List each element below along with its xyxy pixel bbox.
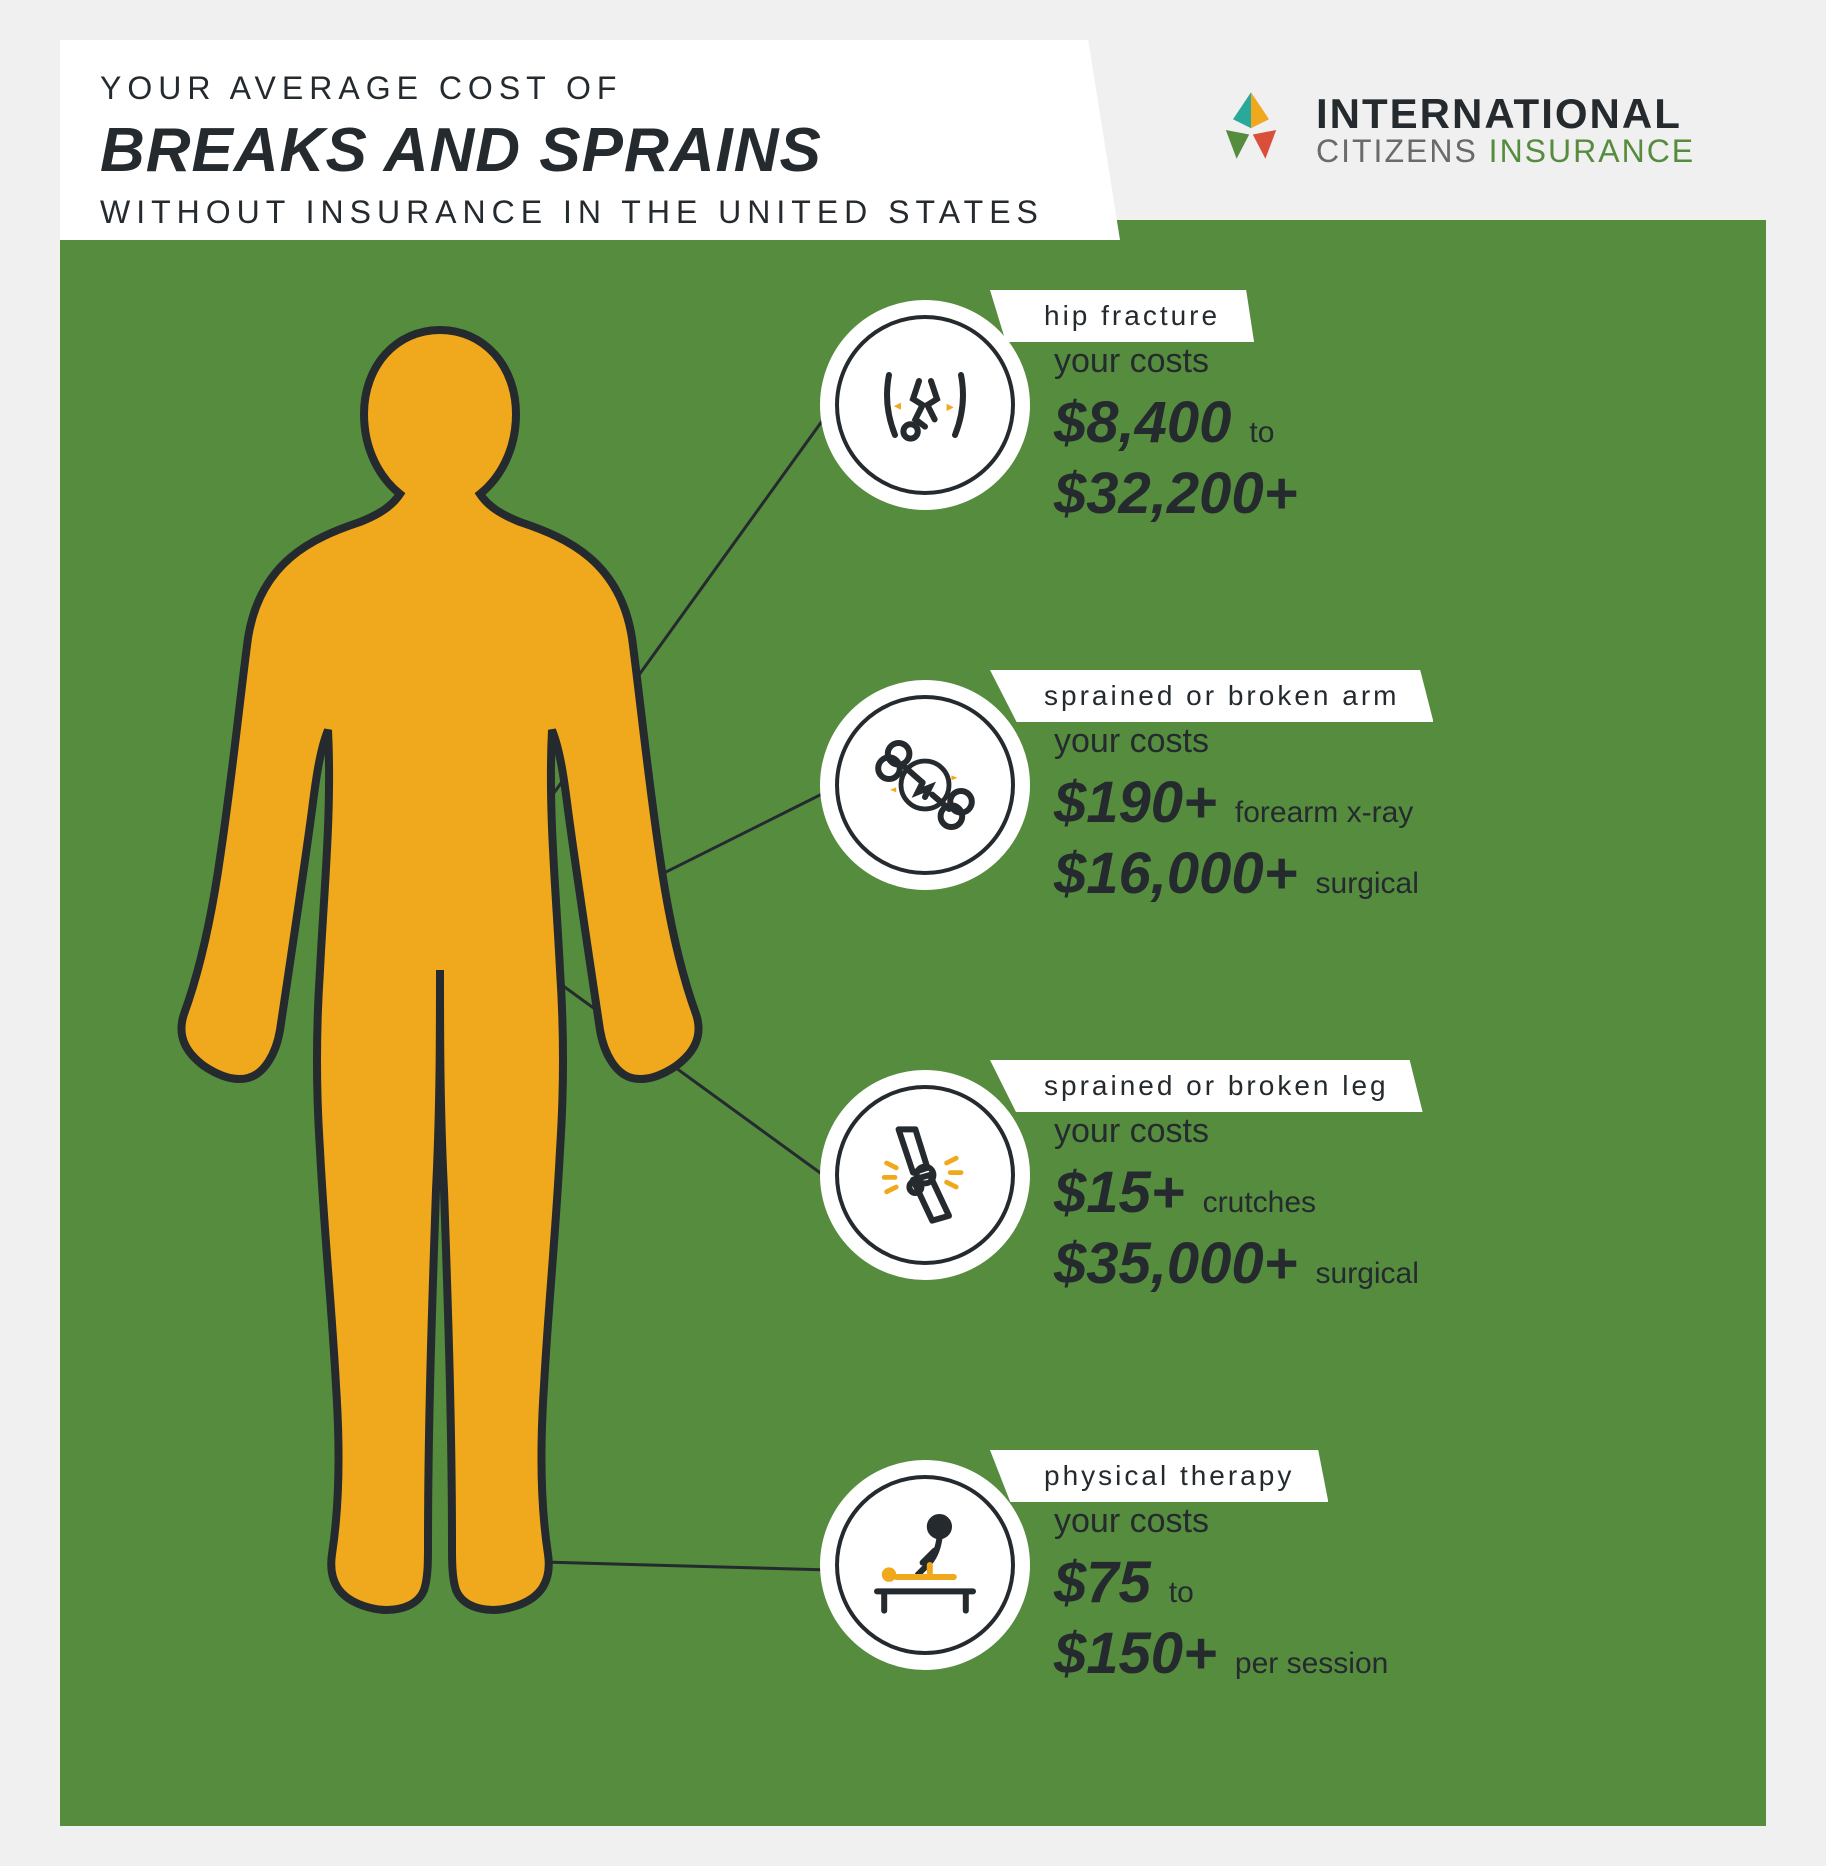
price-note: forearm x-ray <box>1235 796 1413 830</box>
callout-label: hip fracture <box>990 290 1254 342</box>
callout-body: your costs $190+ forearm x-ray $16,000+ surg… <box>1054 722 1419 911</box>
price-row: $150+ per session <box>1054 1620 1388 1687</box>
price-row: $15+ crutches <box>1054 1159 1419 1226</box>
price-value: $150+ <box>1054 1620 1217 1687</box>
callout-label: sprained or broken leg <box>990 1060 1423 1112</box>
your-costs-label: your costs <box>1054 1112 1419 1151</box>
price-value: $75 <box>1054 1549 1151 1616</box>
price-note: surgical <box>1316 1257 1419 1291</box>
callouts-region: hip fractureyour costs$8,400to$32,200+sp… <box>820 280 1746 1806</box>
price-row: $8,400 to <box>1054 389 1298 456</box>
your-costs-label: your costs <box>1054 722 1419 761</box>
price-row: $32,200+ <box>1054 460 1298 527</box>
price-value: $190+ <box>1054 769 1217 836</box>
callout-body: your costs $8,400 to $32,200+ <box>1054 342 1298 531</box>
callout-label: sprained or broken arm <box>990 670 1433 722</box>
price-value: $32,200+ <box>1054 460 1298 527</box>
knee-icon <box>835 1085 1015 1265</box>
callout-label: physical therapy <box>990 1450 1328 1502</box>
price-value: $8,400 <box>1054 389 1231 456</box>
price-note: to <box>1249 416 1274 450</box>
callout-body: your costs $75 to $150+ per session <box>1054 1502 1388 1691</box>
callout-circle <box>820 680 1030 890</box>
price-note: to <box>1169 1576 1194 1610</box>
therapy-icon <box>835 1475 1015 1655</box>
callout-circle <box>820 1460 1030 1670</box>
price-row: $16,000+ surgical <box>1054 840 1419 907</box>
hip-icon <box>835 315 1015 495</box>
price-value: $35,000+ <box>1054 1230 1298 1297</box>
price-row: $75 to <box>1054 1549 1388 1616</box>
price-note: crutches <box>1203 1186 1316 1220</box>
callout-circle <box>820 300 1030 510</box>
human-body-icon <box>140 310 740 1710</box>
your-costs-label: your costs <box>1054 1502 1388 1541</box>
bone-icon <box>835 695 1015 875</box>
callout-body: your costs $15+ crutches $35,000+ surgical <box>1054 1112 1419 1301</box>
price-note: per session <box>1235 1647 1388 1681</box>
price-note: surgical <box>1316 867 1419 901</box>
price-value: $15+ <box>1054 1159 1185 1226</box>
price-row: $190+ forearm x-ray <box>1054 769 1419 836</box>
price-row: $35,000+ surgical <box>1054 1230 1419 1297</box>
infographic-page: YOUR AVERAGE COST OF BREAKS AND SPRAINS … <box>0 0 1826 1866</box>
price-value: $16,000+ <box>1054 840 1298 907</box>
your-costs-label: your costs <box>1054 342 1298 381</box>
callout-circle <box>820 1070 1030 1280</box>
